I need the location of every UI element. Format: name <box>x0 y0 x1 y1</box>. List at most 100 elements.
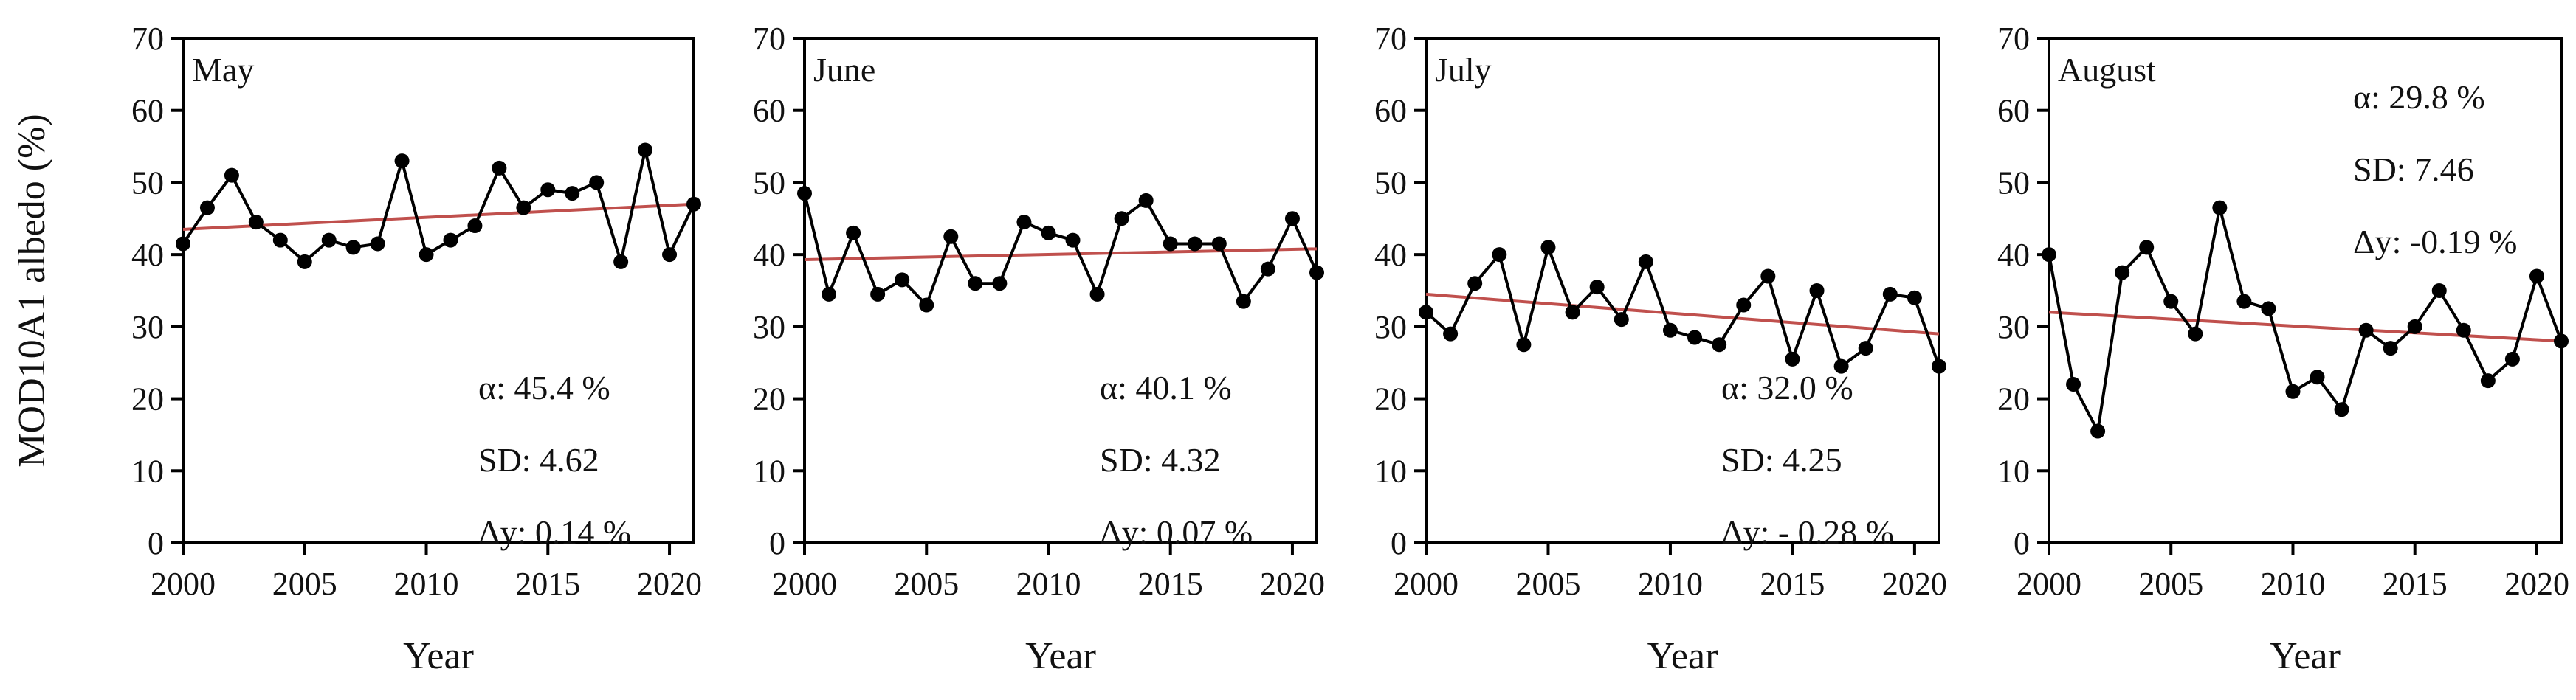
august-data-point <box>2334 402 2349 417</box>
july-trend-line <box>1425 292 1940 336</box>
june-data-point <box>943 229 959 244</box>
july-y-tick-label: 50 <box>1374 164 1407 201</box>
july-stat-sd: SD: 4.25 <box>1721 441 1842 479</box>
may-data-point <box>297 254 312 269</box>
august-y-tick-label: 30 <box>1997 309 2030 345</box>
july-y-tick-label: 40 <box>1374 237 1407 273</box>
june-data-point <box>1041 225 1056 240</box>
may-data-point <box>419 247 434 263</box>
june-data-point <box>1211 236 1227 252</box>
june-stat-alpha: α: 40.1 % <box>1100 369 1232 406</box>
may-x-tick-label: 2005 <box>272 566 337 602</box>
june-data-point <box>1163 236 1178 252</box>
july-series-line <box>1425 246 1940 368</box>
july-data-point <box>1882 286 1898 302</box>
july-panel-frame <box>1425 37 1940 544</box>
may-data-point <box>176 236 190 252</box>
august-data-point <box>2431 283 2447 298</box>
august-panel-frame <box>2048 37 2563 544</box>
june-x-tick-label: 2020 <box>1260 566 1325 602</box>
august-data-point <box>2358 322 2374 338</box>
july-y-tick-label: 10 <box>1374 453 1407 489</box>
august-data-point <box>2163 294 2179 309</box>
june-y-tick-label: 70 <box>753 21 785 57</box>
august-data-point <box>2407 319 2422 334</box>
august-y-tick-label: 60 <box>1997 93 2030 129</box>
july-x-tick-label: 2020 <box>1882 566 1947 602</box>
august-data-point <box>2504 351 2520 367</box>
may-data-point <box>224 167 239 183</box>
july-data-point <box>1662 322 1678 338</box>
august-panel-label: August <box>2058 51 2156 89</box>
may-y-tick-label: 70 <box>131 21 164 57</box>
july-data-point <box>1516 337 1532 353</box>
june-stat-delta-y: Δy: 0.07 % <box>1100 513 1253 551</box>
july-data-point <box>1785 351 1800 367</box>
july-x-axis-title: Year <box>1647 635 1718 677</box>
june-trend-line <box>804 247 1318 261</box>
july-x-tick-label: 2010 <box>1638 566 1703 602</box>
may-x-tick-label: 2010 <box>394 566 459 602</box>
july-y-tick-label: 70 <box>1374 21 1407 57</box>
july-data-point <box>1492 247 1507 263</box>
may-y-tick-label: 60 <box>131 93 164 129</box>
august-y-tick-label: 0 <box>2014 525 2030 561</box>
august-y-tick-label: 10 <box>1997 453 2030 489</box>
june-y-tick-label: 0 <box>769 525 785 561</box>
june-data-point <box>1236 294 1251 309</box>
july-data-point <box>1932 358 1946 374</box>
august-data-point <box>2212 200 2228 215</box>
june-data-point <box>1138 193 1154 208</box>
may-panel-frame <box>182 37 695 544</box>
y-axis-title: MOD10A1 albedo (%) <box>11 114 53 467</box>
august-data-point <box>2554 333 2569 349</box>
june-y-tick-label: 10 <box>753 453 785 489</box>
june-data-point <box>870 286 886 302</box>
august-data-point <box>2529 268 2544 284</box>
august-data-point <box>2236 294 2252 309</box>
may-series-line <box>182 148 695 263</box>
june-y-tick-label: 60 <box>753 93 785 129</box>
august-y-tick-label: 70 <box>1997 21 2030 57</box>
august-y-tick-label: 40 <box>1997 237 2030 273</box>
may-data-point <box>540 182 556 198</box>
june-series-line <box>803 193 1318 307</box>
may-y-tick-label: 20 <box>131 381 164 417</box>
june-x-tick-label: 2005 <box>894 566 959 602</box>
july-y-tick-label: 60 <box>1374 93 1407 129</box>
may-panel-label: May <box>192 51 254 89</box>
june-panel-label: June <box>813 51 875 89</box>
may-stat-sd: SD: 4.62 <box>478 441 599 479</box>
june-x-tick-label: 2000 <box>772 566 837 602</box>
may-data-point <box>467 218 483 234</box>
july-x-tick-label: 2015 <box>1760 566 1825 602</box>
july-data-point <box>1736 297 1752 313</box>
august-data-point <box>2090 423 2106 439</box>
june-data-point <box>919 297 934 313</box>
may-data-point <box>272 232 288 248</box>
may-y-tick-label: 10 <box>131 453 164 489</box>
june-data-point <box>1089 286 1105 302</box>
may-stat-delta-y: Δy: 0.14 % <box>478 513 631 551</box>
june-y-tick-label: 50 <box>753 164 785 201</box>
july-data-point <box>1589 280 1605 295</box>
june-data-point <box>1260 261 1275 277</box>
june-data-point <box>797 186 812 201</box>
july-y-tick-label: 20 <box>1374 381 1407 417</box>
may-data-point <box>638 142 653 158</box>
may-data-point <box>492 160 507 176</box>
july-data-point <box>1687 330 1703 345</box>
august-x-axis-title: Year <box>2270 635 2341 677</box>
may-x-tick-label: 2015 <box>515 566 580 602</box>
may-data-point <box>613 254 629 269</box>
july-data-point <box>1760 268 1776 284</box>
july-data-point <box>1540 240 1556 255</box>
may-data-point <box>394 153 410 169</box>
august-stat-sd: SD: 7.46 <box>2353 150 2474 188</box>
june-data-point <box>992 276 1008 291</box>
august-stat-alpha: α: 29.8 % <box>2353 78 2485 116</box>
august-x-tick-label: 2020 <box>2504 566 2569 602</box>
june-data-point <box>1016 215 1032 230</box>
august-x-tick-label: 2000 <box>2017 566 2081 602</box>
july-data-point <box>1833 358 1849 374</box>
